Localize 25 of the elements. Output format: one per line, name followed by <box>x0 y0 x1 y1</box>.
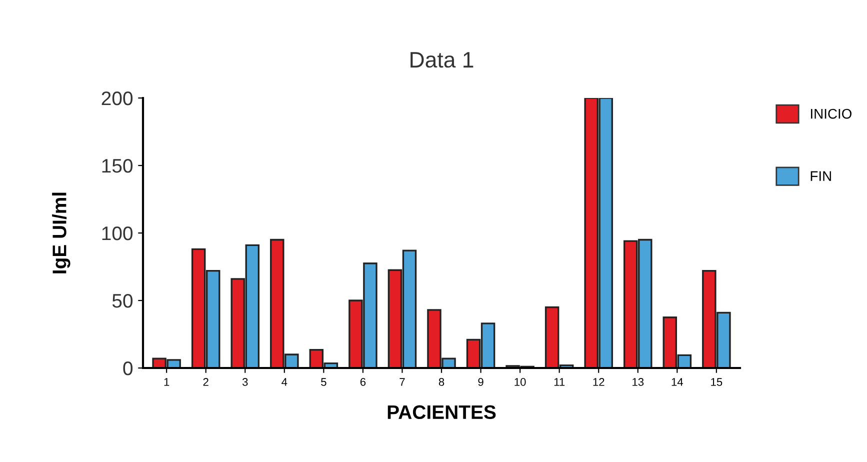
y-tick-label: 0 <box>123 361 133 376</box>
y-tick-label: 100 <box>102 226 133 240</box>
legend-label: INICIO <box>810 108 852 119</box>
x-axis-title: PACIENTES <box>388 405 496 420</box>
y-axis-title: IgE UI/ml <box>52 192 70 274</box>
x-tick-label: 10 <box>514 378 526 386</box>
x-tick-label: 4 <box>282 378 288 386</box>
y-tick-label: 200 <box>102 91 133 106</box>
x-tick-label: 7 <box>400 378 405 386</box>
y-tick-label: 50 <box>112 294 133 308</box>
x-tick-label: 5 <box>321 378 326 386</box>
x-tick-label: 8 <box>438 378 444 386</box>
y-tick-label: 150 <box>102 158 133 173</box>
x-tick-label: 11 <box>554 378 565 386</box>
chart-title: Data 1 <box>410 52 474 68</box>
legend-label: FIN <box>810 171 831 181</box>
x-tick-label: 15 <box>711 378 722 386</box>
x-tick-label: 6 <box>360 378 366 386</box>
x-tick-label: 13 <box>632 378 644 386</box>
x-tick-label: 12 <box>593 378 604 386</box>
x-tick-label: 9 <box>478 378 484 386</box>
x-tick-label: 14 <box>672 378 684 386</box>
x-tick-label: 1 <box>164 378 170 386</box>
x-tick-label: 3 <box>242 378 248 386</box>
x-tick-label: 2 <box>203 378 208 386</box>
